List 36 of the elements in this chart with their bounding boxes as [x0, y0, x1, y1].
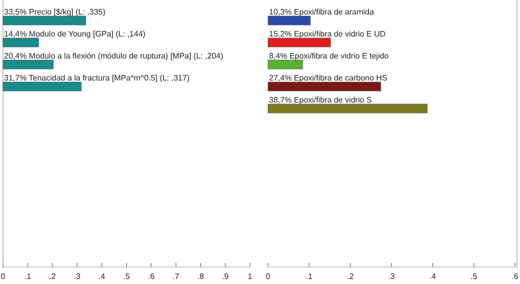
x-tick-label: .7	[172, 272, 180, 281]
data-label: 14,4% Modulo de Young [GPa] (L: ,144)	[4, 30, 146, 38]
bar	[268, 104, 428, 114]
data-label: 10,3% Epoxi/fibra de aramida	[269, 8, 374, 16]
x-tick-label: .8	[197, 272, 204, 281]
bar	[268, 16, 311, 26]
x-tick-label: .2	[49, 272, 56, 281]
bar	[2, 60, 54, 70]
x-tick-label: .4	[98, 272, 106, 281]
x-tick-label: .5	[123, 272, 130, 281]
x-tick-label: .2	[346, 272, 354, 281]
bar	[268, 38, 331, 48]
x-tick-label: 0	[0, 272, 6, 281]
x-tick-label: .6	[148, 272, 156, 281]
x-tick-label: 1	[248, 272, 253, 281]
data-label: 8,4% Epoxi/fibra de vidrio E tejido	[269, 52, 390, 60]
data-label: 31,7% Tenacidad a la fractura [MPa*m^0.5] (L: ,317)	[4, 74, 190, 82]
x-tick-label: .6	[512, 272, 519, 281]
x-tick-label: .1	[24, 272, 32, 281]
data-label: 38,7% Epoxi/fibra de vidrio S	[269, 96, 372, 104]
bar	[2, 16, 86, 26]
x-tick-label: .4	[429, 272, 437, 281]
bar	[2, 82, 82, 92]
data-label: 20,4% Modulo a la flexión (módulo de ruptura) [MPa] (L: ,204)	[4, 52, 224, 60]
data-label: 15,2% Epoxi/fibra de vidrio E UD	[269, 30, 386, 38]
x-tick-label: .9	[222, 272, 230, 281]
x-tick-label: .5	[470, 272, 478, 281]
x-tick-label: 0	[266, 272, 271, 281]
data-label: 33,5% Precio [$/kg] (L: ,335)	[4, 8, 106, 16]
bar	[2, 38, 39, 48]
bar	[268, 82, 381, 92]
data-label: 27,4% Epoxi/fibra de carbono HS	[269, 74, 388, 82]
x-tick-label: .3	[74, 272, 81, 281]
bar	[268, 60, 303, 70]
x-tick-label: .3	[388, 272, 396, 281]
x-tick-label: .1	[306, 272, 314, 281]
